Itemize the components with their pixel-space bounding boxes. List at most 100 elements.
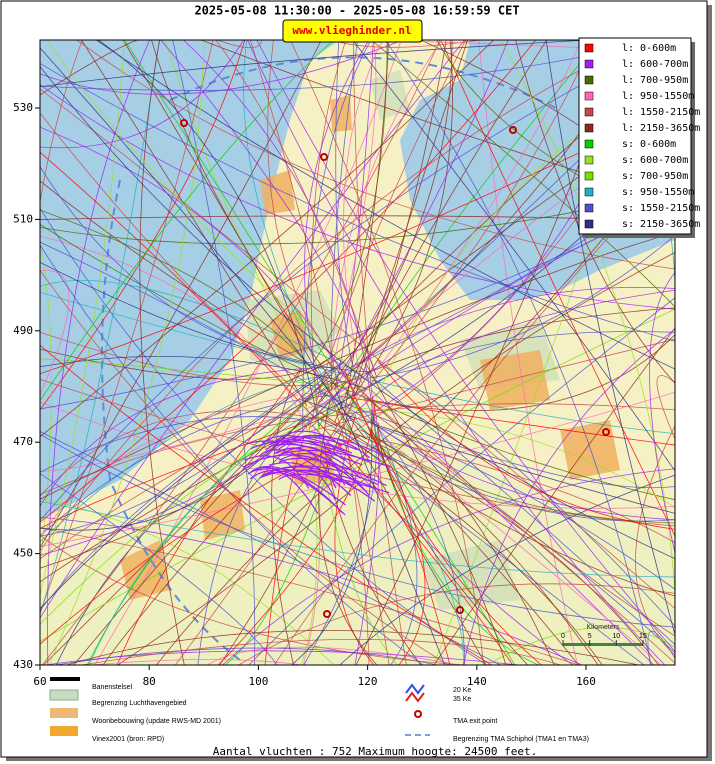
flight-track — [333, 40, 547, 424]
flight-track — [40, 244, 424, 665]
flight-track — [318, 410, 675, 597]
legend-label: s: 950-1550m — [622, 187, 694, 198]
flight-track — [354, 397, 380, 665]
flight-track — [274, 447, 337, 489]
flight-track — [270, 436, 358, 451]
flight-track — [47, 40, 150, 665]
flight-track — [96, 40, 675, 370]
flight-track — [365, 307, 675, 375]
flight-track — [378, 40, 582, 368]
flight-track — [277, 436, 392, 461]
flight-track — [256, 40, 675, 652]
flight-track — [40, 40, 322, 549]
flight-track — [40, 63, 675, 342]
key-label: Begrenzing Luchthavengebied — [92, 700, 187, 707]
flight-track — [40, 409, 340, 625]
flight-track — [279, 452, 370, 497]
flight-track — [377, 360, 675, 530]
legend-swatch — [584, 139, 594, 149]
flight-track — [215, 40, 378, 379]
x-tick-label: 60 — [33, 675, 46, 688]
flight-track — [317, 40, 600, 429]
flight-track — [271, 368, 303, 665]
flight-track — [317, 40, 453, 404]
flight-track — [102, 380, 349, 665]
flight-track — [88, 390, 351, 665]
flight-track — [40, 279, 363, 376]
flight-track — [222, 468, 675, 665]
key-vinex — [50, 726, 78, 736]
flight-track — [40, 151, 514, 665]
flight-track — [40, 40, 138, 96]
flight-track — [274, 449, 392, 468]
flight-track — [164, 40, 354, 435]
scale-bar: Kilometers 0 5 10 15 — [561, 624, 647, 646]
flight-track — [40, 231, 675, 500]
flight-track — [40, 40, 244, 149]
flight-track — [245, 440, 363, 466]
flight-track — [40, 435, 360, 645]
flight-track — [326, 360, 675, 637]
legend-box — [578, 37, 692, 235]
map-key: Banenstelsel Begrenzing Luchthavengebied… — [49, 677, 589, 743]
flight-track — [371, 40, 675, 308]
flight-track — [55, 386, 329, 665]
flight-track — [116, 368, 302, 665]
flight-track — [40, 40, 537, 523]
flight-track — [160, 40, 376, 375]
x-tick-label: 120 — [358, 675, 378, 688]
legend-label: l: 600-700m — [622, 59, 688, 70]
flight-track — [40, 40, 668, 522]
flight-track — [40, 500, 675, 578]
legend-swatch — [584, 219, 594, 229]
badge — [282, 19, 423, 43]
flight-track — [98, 40, 320, 427]
flight-track — [40, 291, 675, 435]
green-area — [245, 70, 560, 610]
legend-swatch — [584, 155, 594, 165]
flight-track — [40, 473, 278, 665]
scale-tick-label: 15 — [639, 633, 647, 640]
flight-track — [217, 40, 263, 49]
flight-track — [91, 659, 303, 665]
flight-track — [40, 270, 70, 395]
flight-track — [40, 388, 370, 473]
flight-track — [343, 40, 383, 401]
flight-track — [40, 40, 83, 518]
key-label: Vinex2001 (bron: RPD) — [92, 736, 164, 743]
flight-track — [40, 84, 675, 310]
flight-track — [40, 386, 358, 538]
flight-track — [463, 328, 675, 665]
flight-track — [365, 363, 507, 665]
flight-track — [339, 395, 675, 446]
legend-swatch — [584, 91, 594, 101]
legend-label: s: 0-600m — [622, 139, 676, 150]
key-exit — [414, 710, 422, 718]
legend-label: l: 2150-3650m — [622, 123, 700, 134]
flight-track — [330, 40, 358, 390]
legend-label: l: 950-1550m — [622, 91, 694, 102]
flight-track — [122, 40, 487, 665]
key-20ke — [405, 683, 425, 695]
legend-label: l: 700-950m — [622, 75, 688, 86]
flight-track — [344, 371, 542, 665]
flight-track — [40, 345, 492, 665]
flight-track — [378, 422, 528, 665]
flight-track — [46, 40, 357, 374]
scale-title: Kilometers — [586, 624, 620, 631]
flight-track — [139, 40, 185, 665]
flight-track — [40, 40, 214, 614]
legend-swatch — [584, 43, 594, 53]
flight-track — [324, 374, 390, 665]
legend-swatch — [584, 187, 594, 197]
exit-points — [180, 119, 610, 618]
flight-track — [40, 516, 583, 665]
y-tick-label: 430 — [13, 658, 33, 671]
legend-swatch — [584, 75, 594, 85]
key-label: 35 Ke — [453, 696, 471, 703]
flight-track — [308, 40, 467, 431]
flight-track — [304, 40, 370, 402]
flight-track — [345, 392, 466, 665]
